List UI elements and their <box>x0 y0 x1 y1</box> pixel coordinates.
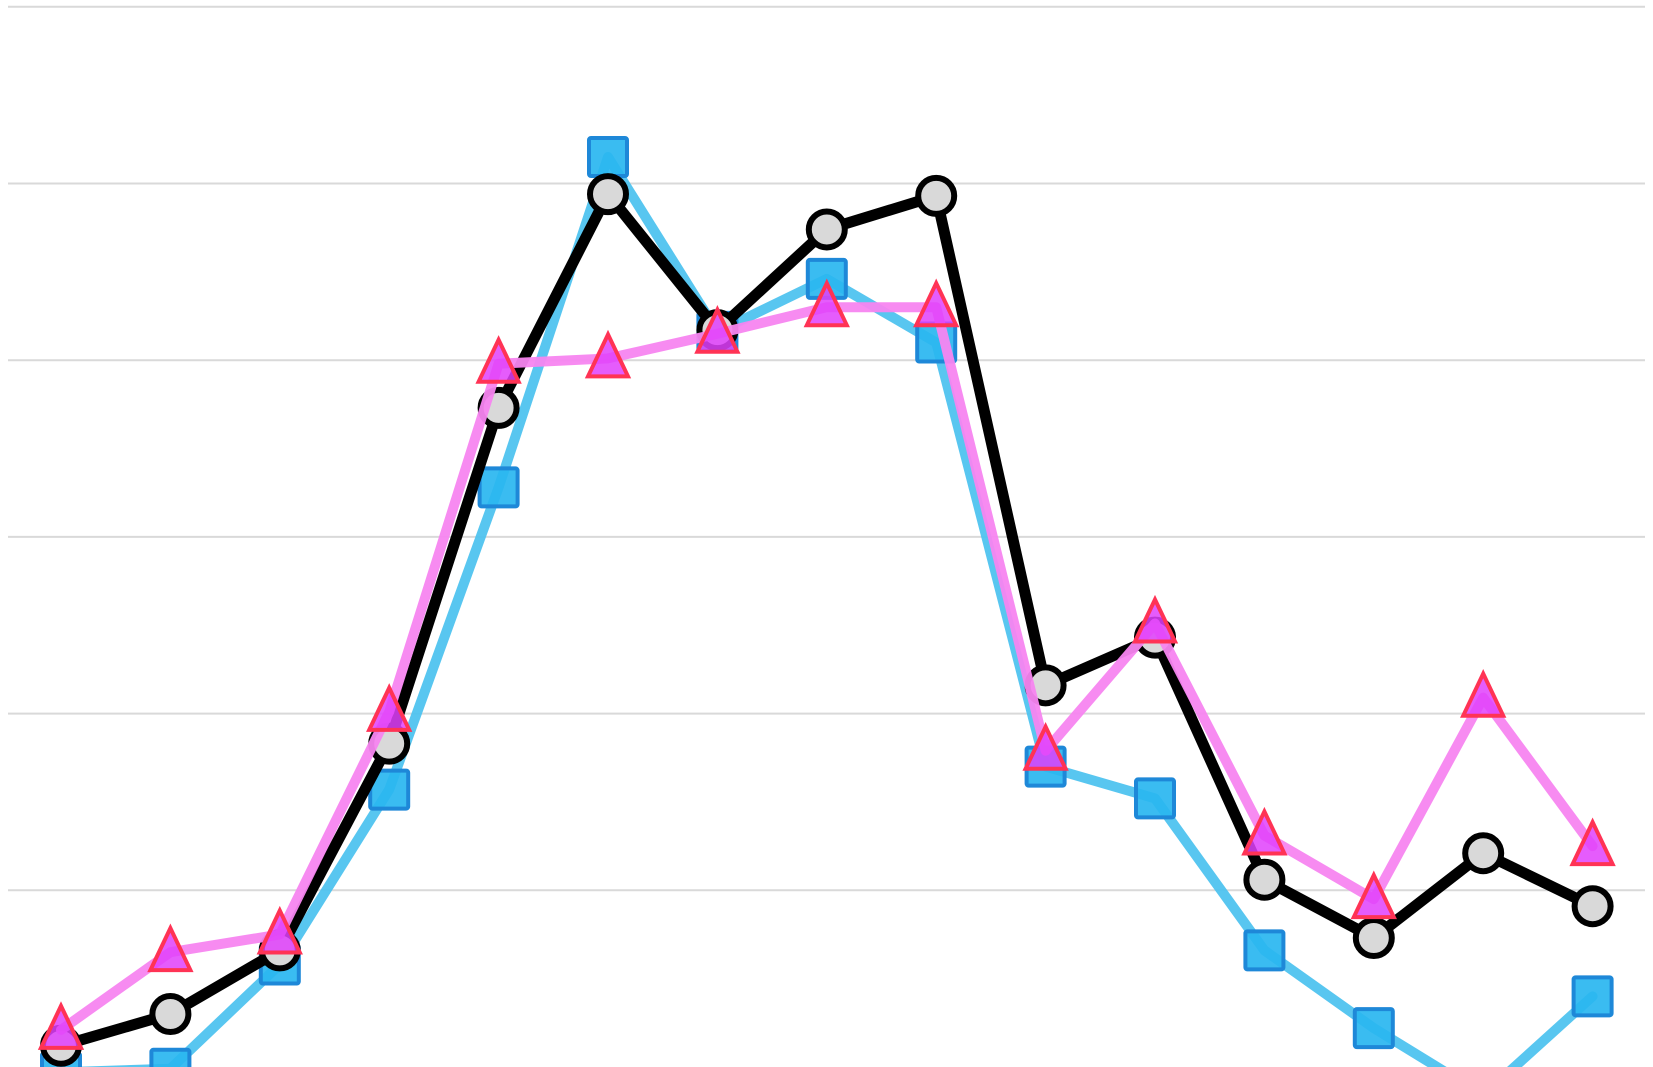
data-point-triangle <box>584 329 632 379</box>
data-point-triangle <box>475 335 522 384</box>
data-point-square <box>1571 975 1614 1018</box>
data-point-circle <box>149 992 192 1035</box>
data-point-triangle <box>147 923 194 973</box>
data-point-triangle <box>1350 870 1397 920</box>
data-point-triangle <box>37 1001 85 1050</box>
data-point-triangle <box>1022 722 1069 771</box>
data-point-triangle <box>256 905 303 955</box>
data-point-square <box>1243 929 1286 972</box>
data-point-square <box>149 1047 192 1067</box>
data-point-square <box>1352 1007 1395 1050</box>
data-point-square <box>477 466 520 509</box>
data-point-circle <box>1243 858 1286 901</box>
data-point-circle <box>805 208 848 251</box>
data-point-circle <box>1352 917 1395 960</box>
data-point-triangle <box>1569 817 1616 867</box>
data-point-triangle <box>913 278 960 328</box>
data-point-circle <box>587 173 629 216</box>
data-point-triangle <box>366 683 413 732</box>
series-layer <box>37 135 1616 1067</box>
series-triangle <box>37 278 1616 1050</box>
data-point-circle <box>1571 885 1614 928</box>
data-point-square <box>1134 777 1176 820</box>
data-point-triangle <box>1460 669 1507 718</box>
data-point-square <box>587 135 629 178</box>
grid <box>8 5 1645 892</box>
data-point-triangle <box>1241 806 1288 856</box>
data-point-circle <box>915 174 958 217</box>
data-point-triangle <box>803 278 850 328</box>
data-point-triangle <box>694 305 741 354</box>
data-point-triangle <box>1131 594 1179 644</box>
series-circle <box>40 173 1614 1067</box>
data-point-circle <box>1462 832 1505 875</box>
